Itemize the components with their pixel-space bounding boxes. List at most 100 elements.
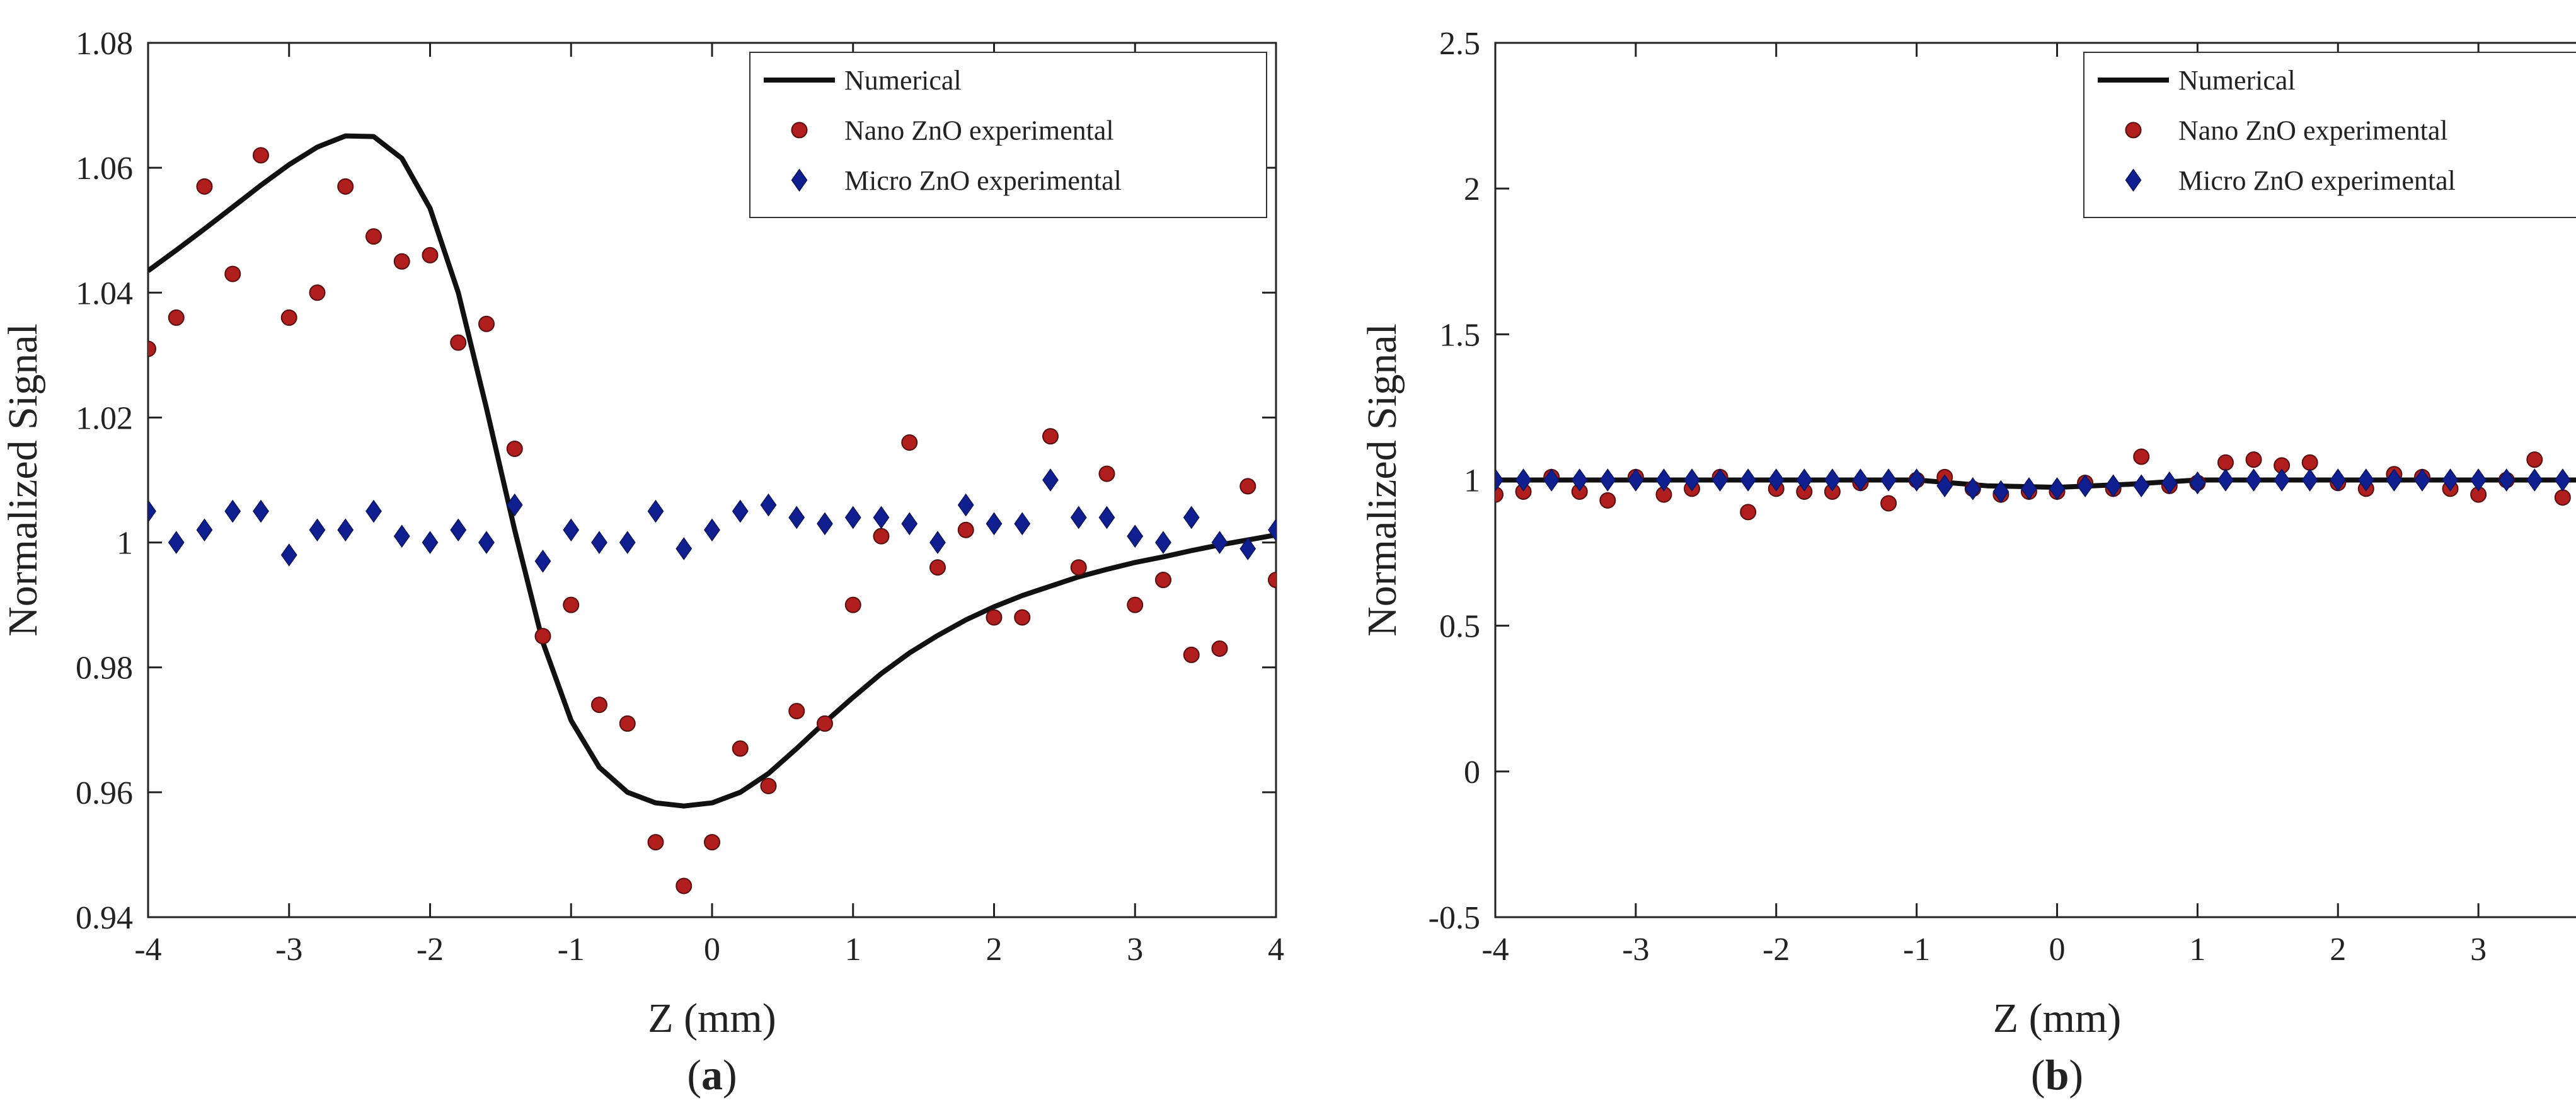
x-tick-label: 3 <box>1127 932 1143 968</box>
nano-zno-experimental-point <box>1495 486 1504 503</box>
nano-zno-experimental-point <box>563 596 580 613</box>
nano-zno-experimental-point <box>309 284 326 301</box>
micro-zno-experimental-point <box>2414 468 2430 492</box>
micro-zno-experimental-point <box>732 499 749 523</box>
nano-zno-experimental-point <box>732 740 749 757</box>
micro-zno-experimental-point <box>704 518 720 542</box>
legend-swatch-micro-zno-experimental <box>791 168 808 192</box>
x-tick-label: -3 <box>275 932 302 968</box>
nano-zno-experimental-point <box>1239 478 1256 495</box>
micro-zno-experimental-point <box>422 531 439 554</box>
chart-panel-a: -4 -3 -2 -1 0 1 2 3 4 0.94 0.96 0.98 1 1.02 1.04 1.06 1.… <box>0 26 1284 1099</box>
panel-letter: a <box>701 1051 723 1099</box>
micro-zno-experimental-point <box>2554 468 2571 492</box>
nano-zno-experimental-point <box>148 340 156 357</box>
micro-zno-experimental-point <box>1014 512 1031 536</box>
micro-zno-experimental-point <box>1543 468 1560 492</box>
micro-zno-experimental-point <box>1127 524 1144 548</box>
x-tick-label: 0 <box>704 932 720 968</box>
micro-zno-experimental-point <box>1098 506 1115 529</box>
y-tick-label: 2 <box>1464 171 1480 207</box>
nano-zno-experimental-point <box>450 334 467 351</box>
nano-zno-experimental-point <box>1740 504 1757 521</box>
micro-zno-experimental-point <box>1936 474 1953 498</box>
nano-zno-experimental-point <box>986 609 1003 626</box>
y-tick-label: 0.5 <box>1439 609 1480 645</box>
micro-zno-experimental-point <box>2105 474 2122 498</box>
y-tick-label: 0 <box>1464 755 1480 790</box>
nano-zno-experimental-point <box>901 434 918 451</box>
micro-zno-experimental-point <box>1239 537 1256 560</box>
micro-zno-experimental-point <box>2189 471 2206 495</box>
legend-label-micro-zno-experimental: Micro ZnO experimental <box>844 165 1122 196</box>
nano-zno-experimental-point <box>788 703 805 720</box>
micro-zno-experimental-point <box>1571 468 1588 492</box>
caption-open-paren: ( <box>687 1051 701 1099</box>
micro-zno-experimental-point <box>1268 518 1276 542</box>
nano-zno-experimental-point <box>619 715 636 732</box>
micro-zno-experimental-point <box>929 531 946 554</box>
micro-zno-experimental-point <box>2526 468 2543 492</box>
nano-zno-experimental-point <box>422 246 439 263</box>
micro-zno-experimental-point <box>1515 468 1532 492</box>
y-tick-label: 0.94 <box>76 900 133 936</box>
legend: Numerical Nano ZnO experimental Micro ZnO … <box>2083 52 2576 218</box>
micro-zno-experimental-point <box>224 499 241 523</box>
nano-zno-experimental-point <box>196 178 213 195</box>
micro-zno-experimental-point <box>873 506 890 529</box>
micro-zno-experimental-point <box>901 512 918 536</box>
nano-zno-experimental-point <box>1211 640 1228 657</box>
legend-label-nano-zno-experimental: Nano ZnO experimental <box>2178 115 2448 146</box>
y-tick-label: 1.04 <box>76 275 133 311</box>
micro-zno-experimental-point <box>1655 468 1672 492</box>
caption-close-paren: ) <box>723 1051 737 1099</box>
nano-zno-experimental-point <box>280 309 297 326</box>
nano-zno-experimental-point <box>1155 572 1171 589</box>
nano-zno-experimental-point <box>844 596 861 613</box>
nano-zno-experimental-point <box>704 834 720 851</box>
nano-zno-experimental-point <box>337 178 354 195</box>
legend-label-nano-zno-experimental: Nano ZnO experimental <box>844 115 1114 146</box>
micro-zno-experimental-point <box>1711 468 1728 492</box>
micro-zno-experimental-point <box>2161 471 2178 495</box>
x-tick-label: -2 <box>1762 932 1790 968</box>
legend-swatch-nano-zno-experimental <box>791 122 808 139</box>
plot-area <box>1495 448 2576 521</box>
micro-zno-experimental-point <box>2442 468 2459 492</box>
y-tick-label: 1.08 <box>76 26 133 62</box>
micro-zno-experimental-point <box>1852 468 1869 492</box>
y-tick-label: 0.96 <box>76 775 133 811</box>
micro-zno-experimental-point <box>2049 477 2066 500</box>
micro-zno-experimental-point <box>957 493 974 517</box>
micro-zno-experimental-point <box>1684 468 1700 492</box>
micro-zno-experimental-point <box>280 543 297 567</box>
x-tick-label: 1 <box>845 932 861 968</box>
micro-zno-experimental-point <box>1070 506 1087 529</box>
micro-zno-experimental-point <box>619 531 636 554</box>
nano-zno-experimental-point <box>1070 559 1087 576</box>
micro-zno-experimental-point <box>2386 468 2403 492</box>
y-axis-label: Normalized Signal <box>0 323 46 637</box>
micro-zno-experimental-point <box>2274 468 2291 492</box>
legend-label-numerical: Numerical <box>844 65 962 96</box>
x-tick-label: 1 <box>2189 932 2205 968</box>
nano-zno-experimental-point <box>168 309 185 326</box>
panel-caption: (a) <box>687 1051 737 1099</box>
micro-zno-experimental-point <box>253 499 269 523</box>
y-tick-label: -0.5 <box>1429 900 1480 936</box>
micro-zno-experimental-point <box>1211 531 1228 554</box>
micro-zno-experimental-point <box>1042 468 1059 492</box>
nano-zno-experimental-point <box>1268 572 1276 589</box>
micro-zno-experimental-point <box>788 506 805 529</box>
micro-zno-experimental-point <box>450 518 467 542</box>
nano-zno-experimental-point <box>873 528 890 545</box>
panel-letter: b <box>2045 1051 2069 1099</box>
micro-zno-experimental-point <box>337 518 354 542</box>
micro-zno-experimental-point <box>2301 468 2318 492</box>
micro-zno-experimental-point <box>2498 468 2515 492</box>
legend: Numerical Nano ZnO experimental Micro ZnO … <box>749 52 1267 218</box>
micro-zno-experimental-point <box>2330 468 2347 492</box>
micro-zno-experimental-point <box>986 512 1003 536</box>
legend-swatch-nano-zno-experimental <box>2125 122 2142 139</box>
